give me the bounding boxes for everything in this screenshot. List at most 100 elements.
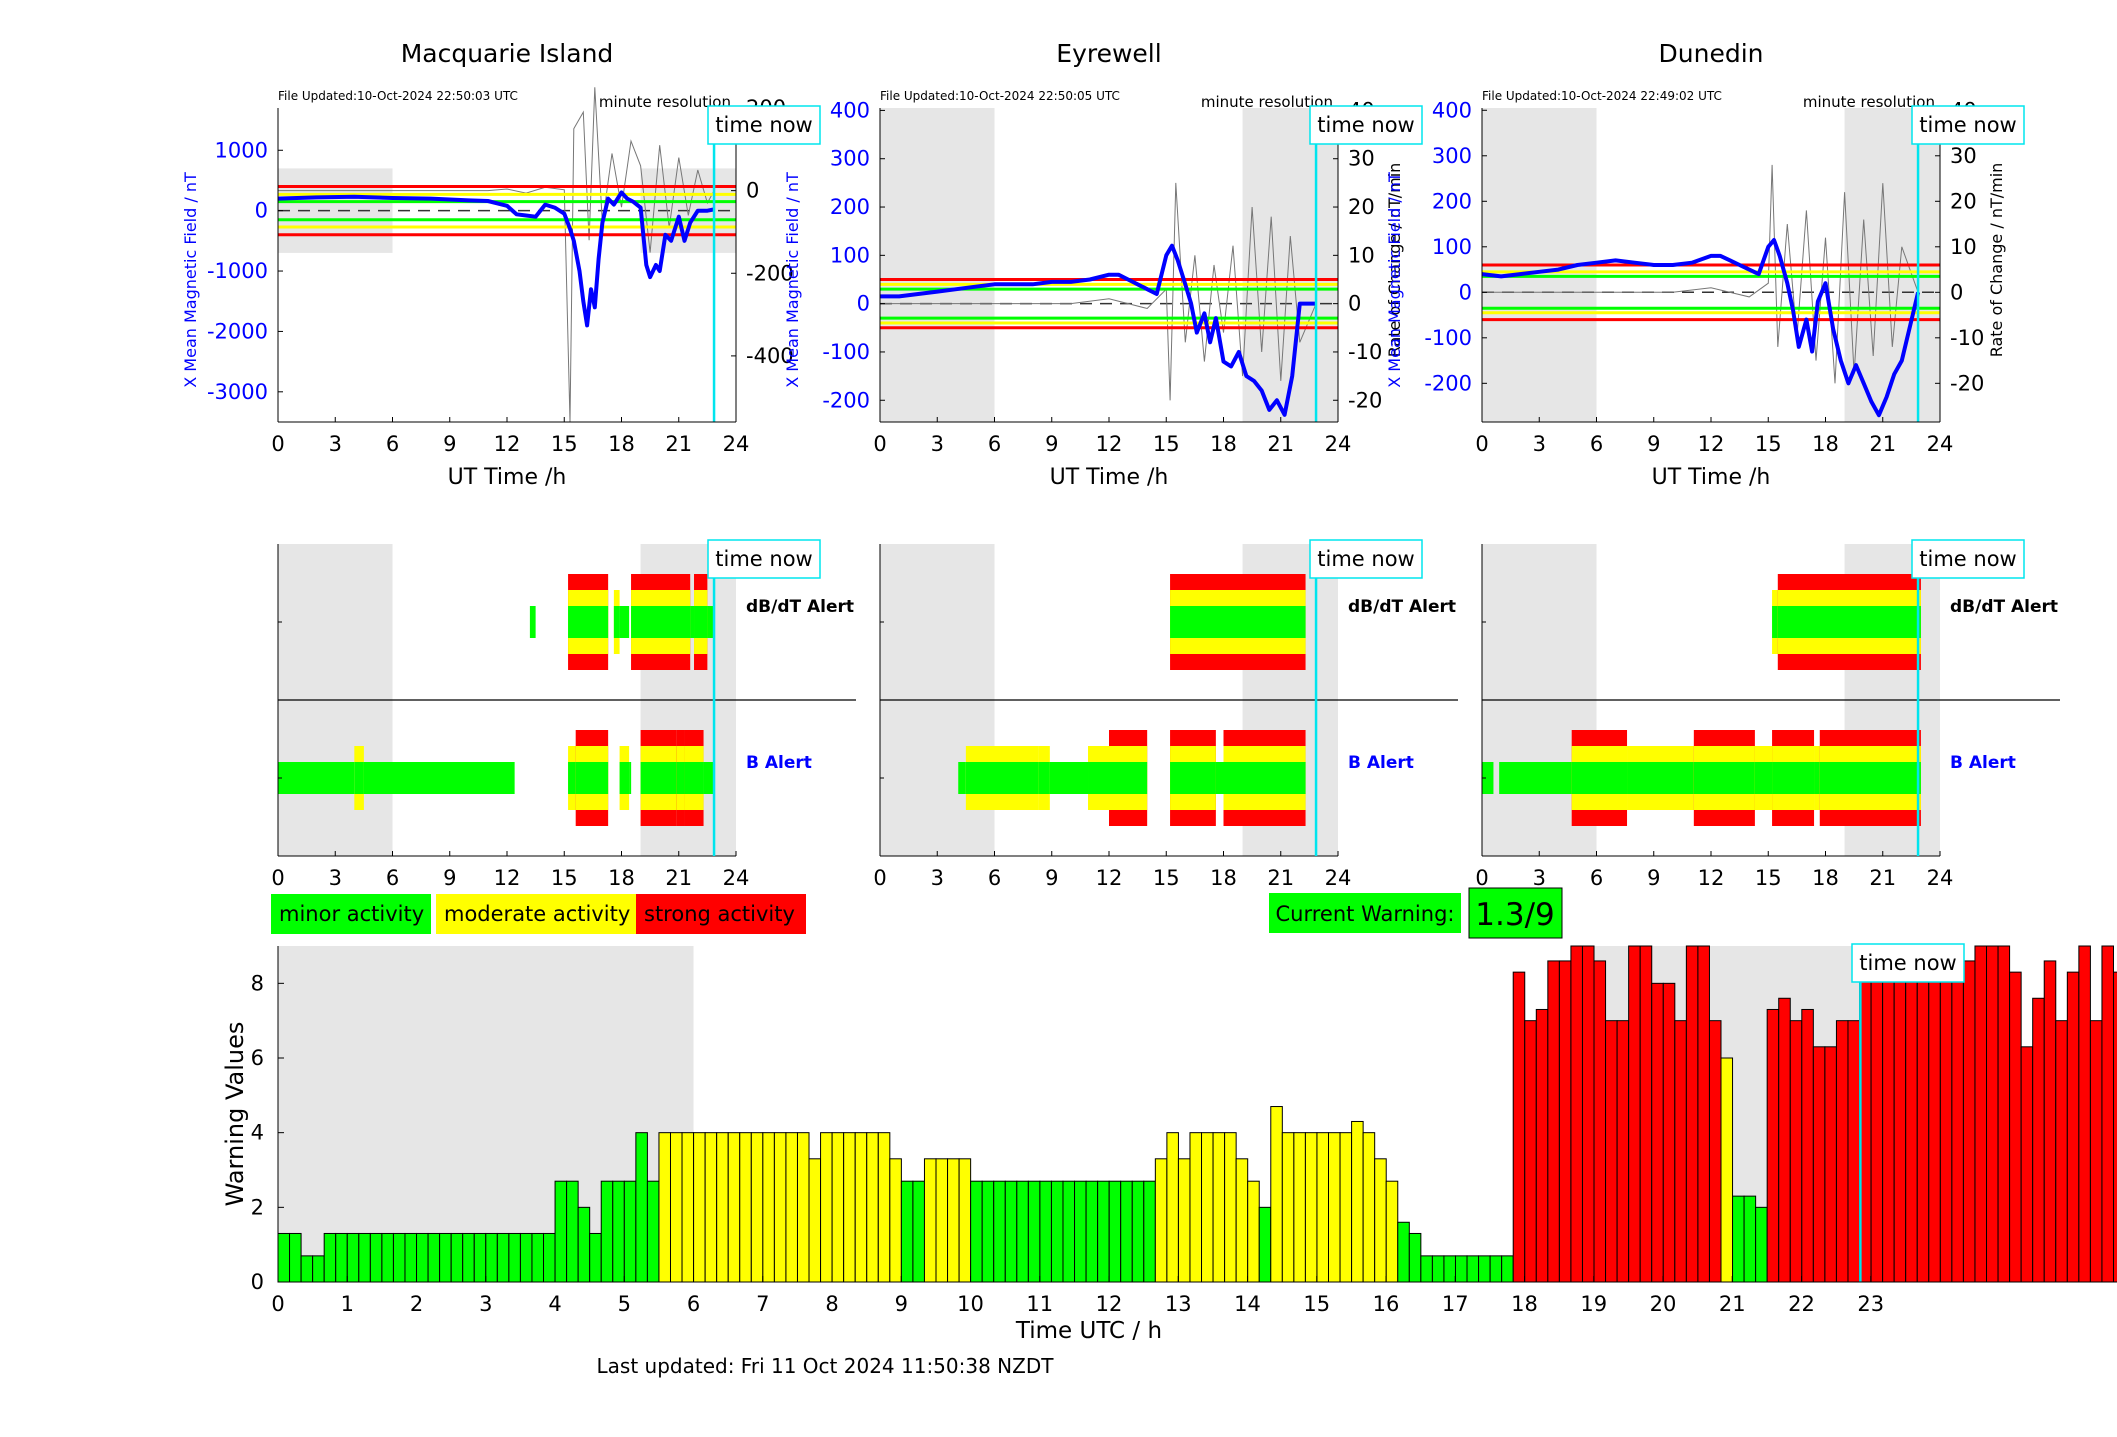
warning-bar — [1697, 945, 1710, 1283]
warning-bar — [1870, 960, 1884, 1283]
warning-bar — [1166, 1132, 1179, 1283]
y-tick-label: 0 — [251, 1270, 264, 1294]
b-alert-block — [1215, 762, 1224, 794]
y-tick-label: 400 — [830, 98, 870, 122]
x-tick-label: 20 — [1650, 1292, 1677, 1316]
dbdt-alert-label: dB/dT Alert — [1348, 597, 1456, 617]
y-axis-label: Warning Values — [221, 1022, 249, 1207]
warning-bar — [1616, 1020, 1630, 1283]
warning-bar — [831, 1132, 845, 1283]
y-tick-label: 200 — [830, 195, 870, 219]
station-panel-1: 0369121518212410000-1000-2000-30002000-2… — [181, 39, 821, 490]
b-alert-block — [1754, 762, 1773, 794]
warning-bar — [1062, 1180, 1076, 1283]
x-tick-label: 3 — [479, 1292, 492, 1316]
warning-bar — [1778, 997, 1791, 1283]
x-tick-label: 9 — [1647, 432, 1660, 456]
legend-swatch — [636, 894, 806, 934]
dbdt-alert-block — [529, 606, 536, 638]
warning-bar — [1120, 1180, 1133, 1283]
x-tick-label: 9 — [443, 432, 456, 456]
warning-bar — [1986, 945, 1999, 1283]
y2-tick-label: -400 — [746, 344, 794, 368]
x-tick-label: 15 — [1303, 1292, 1330, 1316]
alert-panel-2: 0 3 6 9 12 15 18 21 24 dB/dT Alert B Alert time now — [873, 539, 1458, 890]
time-now-label: time now — [1317, 113, 1414, 137]
warning-bar — [1143, 1180, 1156, 1283]
time-now-label: time now — [1859, 951, 1956, 975]
y-tick-label: 100 — [1432, 235, 1472, 259]
warning-bar — [1374, 1158, 1387, 1283]
x-tick-label: 15 — [1153, 866, 1180, 890]
y2-tick-label: -10 — [1950, 326, 1984, 350]
warning-bar — [773, 1132, 787, 1283]
x-tick-label: 21 — [1267, 432, 1294, 456]
warning-bar — [1743, 1195, 1757, 1283]
x-tick-label: 0 — [873, 432, 886, 456]
warning-bar — [1581, 945, 1595, 1283]
warning-bar — [416, 1232, 429, 1283]
station-title: Eyrewell — [1056, 39, 1161, 68]
current-warning-label-box — [1269, 893, 1461, 933]
warning-bar — [1212, 1132, 1226, 1283]
b-alert-block — [575, 762, 609, 794]
b-alert-block — [703, 762, 714, 794]
warning-bar — [646, 1180, 660, 1283]
warning-bar — [381, 1232, 394, 1283]
x-tick-label: 3 — [931, 432, 944, 456]
dbdt-alert-label: dB/dT Alert — [1950, 597, 2058, 617]
warning-bar — [2032, 997, 2045, 1283]
b-alert-block — [1627, 762, 1694, 794]
warning-bar — [970, 1180, 983, 1283]
warning-bar — [1928, 960, 1941, 1283]
x-tick-label: 21 — [1267, 866, 1294, 890]
warning-bar — [1801, 1008, 1814, 1283]
warning-bar — [1685, 945, 1699, 1283]
x-tick-label: 3 — [1533, 866, 1546, 890]
x-tick-label: 24 — [723, 432, 750, 456]
b-alert-block — [1170, 762, 1216, 794]
time-now-box — [1309, 105, 1423, 145]
warning-bar — [889, 1158, 902, 1283]
y-tick-label: -1000 — [207, 259, 268, 283]
warning-bar — [1351, 1120, 1364, 1283]
x-tick-label: 2 — [410, 1292, 423, 1316]
x-axis-label: UT Time /h — [448, 465, 567, 490]
warning-bar — [612, 1180, 625, 1283]
x-tick-label: 14 — [1234, 1292, 1261, 1316]
y-tick-label: -100 — [822, 340, 870, 364]
warning-bar — [993, 1180, 1006, 1283]
y2-tick-label: 30 — [1950, 144, 1977, 168]
y-tick-label: 1000 — [215, 138, 268, 162]
dbdt-alert-block — [707, 606, 716, 638]
warning-bar — [1362, 1132, 1376, 1283]
x-tick-label: 6 — [1590, 432, 1603, 456]
y-tick-label: -3000 — [207, 380, 268, 404]
warning-bar — [669, 1132, 683, 1283]
x-tick-label: 8 — [825, 1292, 838, 1316]
warning-bar — [1097, 1180, 1110, 1283]
x-tick-label: 13 — [1165, 1292, 1192, 1316]
legend-swatch — [271, 894, 431, 934]
warning-bar — [1131, 1180, 1145, 1283]
current-warning-value-box — [1468, 887, 1563, 939]
warning-bar — [981, 1180, 995, 1283]
warning-bar — [369, 1232, 383, 1283]
x-tick-label: 9 — [443, 866, 456, 890]
x-tick-label: 15 — [1755, 432, 1782, 456]
warning-bar — [1824, 1046, 1837, 1283]
y-axis-label: X Mean Magnetic Field / nT — [1385, 172, 1404, 388]
b-alert-block — [1109, 762, 1148, 794]
dbdt-alert-label: dB/dT Alert — [746, 597, 854, 617]
b-alert-block — [965, 762, 1039, 794]
x-tick-label: 0 — [1475, 866, 1488, 890]
y-tick-label: 300 — [830, 147, 870, 171]
legend-label: strong activity — [644, 902, 795, 926]
b-alert-block — [354, 762, 364, 794]
x-tick-label: 18 — [608, 432, 635, 456]
time-now-box — [1851, 943, 1965, 983]
warning-bar — [1385, 1180, 1399, 1283]
warning-bar — [519, 1232, 533, 1283]
warning-bar — [1270, 1106, 1283, 1283]
warning-bar — [681, 1132, 695, 1283]
